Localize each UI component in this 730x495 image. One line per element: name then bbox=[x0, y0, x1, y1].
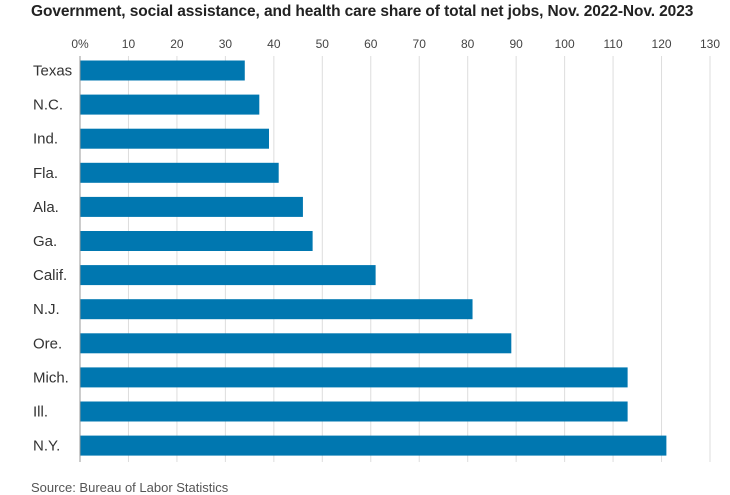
category-label: Fla. bbox=[33, 165, 58, 182]
bar bbox=[80, 196, 303, 217]
grid-lines bbox=[79, 56, 711, 462]
x-tick-label: 100 bbox=[555, 37, 575, 51]
category-label: Ill. bbox=[33, 404, 48, 421]
category-label: Ind. bbox=[33, 131, 58, 148]
category-label: N.Y. bbox=[33, 438, 60, 455]
bar bbox=[80, 435, 667, 456]
bar bbox=[80, 333, 512, 354]
x-tick-label: 0% bbox=[71, 37, 89, 51]
x-tick-label: 20 bbox=[170, 37, 184, 51]
x-tick-label: 90 bbox=[509, 37, 523, 51]
bar bbox=[80, 60, 245, 81]
category-label: N.J. bbox=[33, 301, 60, 318]
x-tick-label: 30 bbox=[219, 37, 233, 51]
x-tick-label: 70 bbox=[413, 37, 427, 51]
bar bbox=[80, 299, 473, 320]
x-tick-label: 50 bbox=[316, 37, 330, 51]
category-label: Ore. bbox=[33, 335, 62, 352]
x-tick-label: 40 bbox=[267, 37, 281, 51]
bars bbox=[80, 60, 667, 456]
source-note: Source: Bureau of Labor Statistics bbox=[31, 480, 229, 495]
category-labels: Texas N.C. Ind. Fla. Ala. Ga. Calif. N.J. Ore. Mi… bbox=[33, 63, 72, 455]
category-label: Calif. bbox=[33, 267, 67, 284]
bar bbox=[80, 128, 269, 149]
x-tick-label: 130 bbox=[700, 37, 720, 51]
category-label: Ga. bbox=[33, 233, 57, 250]
bar bbox=[80, 162, 279, 183]
bar bbox=[80, 401, 628, 422]
category-label: Ala. bbox=[33, 199, 59, 216]
bar bbox=[80, 367, 628, 388]
category-label: Mich. bbox=[33, 369, 69, 386]
x-axis-ticks: 0% 10 20 30 40 50 60 70 80 90 100 110 120 130 bbox=[71, 37, 720, 51]
category-label: Texas bbox=[33, 63, 72, 80]
bar bbox=[80, 265, 376, 286]
x-tick-label: 10 bbox=[122, 37, 136, 51]
x-tick-label: 80 bbox=[461, 37, 475, 51]
x-tick-label: 60 bbox=[364, 37, 378, 51]
x-tick-label: 120 bbox=[652, 37, 672, 51]
x-tick-label: 110 bbox=[604, 37, 623, 51]
chart-title: Government, social assistance, and healt… bbox=[31, 3, 694, 20]
bar bbox=[80, 94, 260, 115]
category-label: N.C. bbox=[33, 97, 63, 114]
bar bbox=[80, 231, 313, 251]
